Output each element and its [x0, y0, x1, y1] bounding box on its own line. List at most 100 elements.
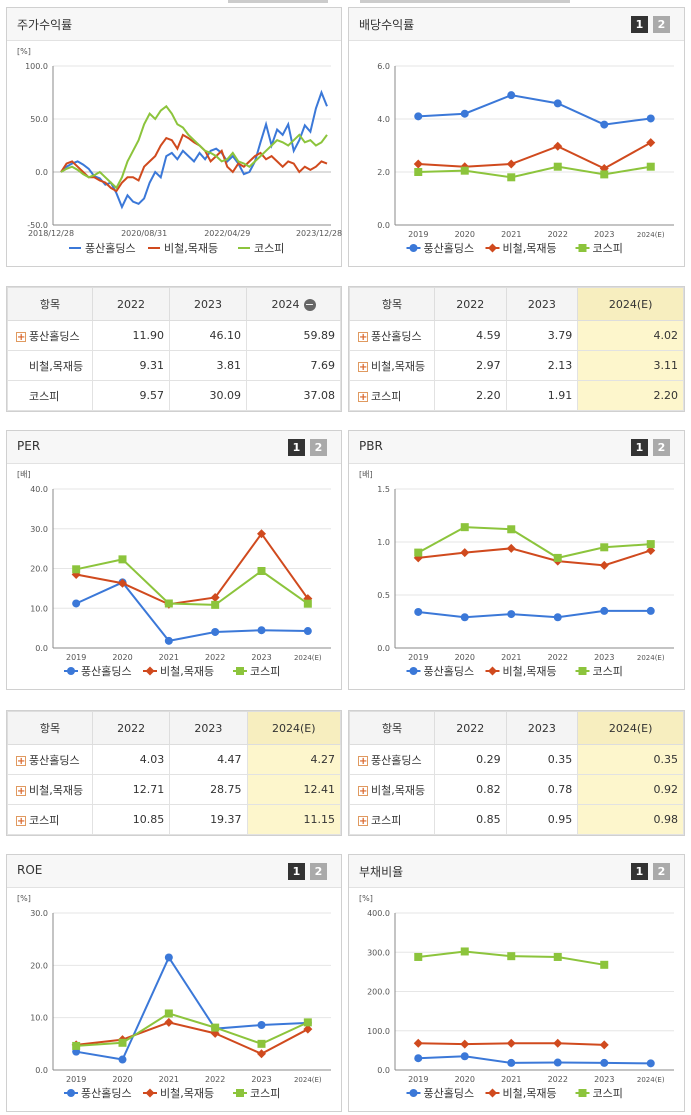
data-point — [553, 1038, 563, 1048]
data-point — [460, 1039, 470, 1049]
expand-icon[interactable]: + — [16, 785, 26, 797]
page-1-button[interactable]: 1 — [631, 863, 648, 880]
table-return: 항목 2022 2023 2024− + 풍산홀딩스 11.90 46.10 59.89 비철,목… — [6, 286, 342, 412]
data-point — [600, 543, 609, 552]
panel-title: PBR — [359, 439, 383, 453]
table-cell: 3.11 — [577, 350, 684, 381]
data-point — [506, 159, 516, 169]
column-header: 항목 — [7, 711, 93, 745]
legend-label: 코스피 — [593, 1087, 623, 1100]
column-header: 항목 — [7, 287, 93, 321]
legend-label: 비철,목재등 — [160, 665, 214, 678]
table-cell: 11.90 — [92, 320, 170, 351]
expand-icon[interactable]: + — [358, 815, 368, 827]
data-point — [506, 543, 516, 553]
page-1-button[interactable]: 1 — [631, 439, 648, 456]
data-point — [553, 1058, 562, 1067]
data-point — [646, 545, 656, 555]
y-tick-label: 40.0 — [30, 485, 48, 494]
series-line-1 — [76, 1021, 309, 1055]
unit-label: [%] — [359, 894, 373, 903]
series-line-0 — [418, 94, 651, 126]
expand-icon[interactable]: + — [16, 331, 26, 343]
legend-marker — [578, 667, 587, 675]
expand-icon[interactable]: + — [358, 331, 368, 343]
data-point — [553, 99, 562, 108]
y-tick-label: 400.0 — [367, 909, 390, 918]
x-tick-label: 2019 — [66, 1075, 86, 1084]
y-tick-label: 4.0 — [377, 115, 390, 124]
legend-marker — [488, 1088, 497, 1098]
table-cell: 59.89 — [246, 320, 341, 351]
expand-icon[interactable]: + — [358, 785, 368, 797]
y-tick-label: 1.0 — [377, 538, 390, 547]
page-1-button[interactable]: 1 — [631, 16, 648, 33]
data-point — [257, 1049, 266, 1059]
page-2-button[interactable]: 2 — [653, 439, 670, 456]
page-1-button[interactable]: 1 — [288, 439, 305, 456]
series-line-2 — [75, 558, 309, 606]
table-cell: 9.57 — [92, 380, 170, 411]
expand-icon[interactable]: + — [358, 391, 368, 403]
table-cell: 0.95 — [505, 804, 579, 835]
column-header: 2023 — [169, 287, 247, 321]
data-point — [506, 1038, 516, 1048]
page-1-button[interactable]: 1 — [288, 863, 305, 880]
series-line-0 — [75, 955, 308, 1061]
data-point — [600, 1058, 609, 1067]
column-header: 2024− — [246, 287, 341, 321]
table-cell: 2.20 — [577, 380, 684, 411]
legend-marker — [409, 244, 418, 252]
expand-icon[interactable]: + — [358, 755, 368, 767]
series-line-0 — [418, 609, 651, 619]
page-2-button[interactable]: 2 — [310, 863, 327, 880]
y-tick-label: 1.5 — [377, 485, 390, 494]
page-2-button[interactable]: 2 — [310, 439, 327, 456]
x-tick-label: 2021 — [159, 653, 179, 662]
series-line-2 — [417, 526, 651, 559]
table-cell: 46.10 — [169, 320, 247, 351]
x-tick-label: 2024(E) — [637, 231, 665, 239]
y-tick-label: 30.0 — [30, 525, 48, 534]
data-point — [303, 599, 312, 608]
collapse-icon[interactable]: − — [303, 297, 316, 311]
y-tick-label: 0.0 — [377, 221, 390, 230]
y-tick-label: 0.5 — [377, 591, 390, 600]
x-tick-label: 2020 — [112, 1075, 132, 1084]
data-point — [257, 1039, 266, 1048]
chart-dividend: 6.0 4.0 2.0 0.0 2019 2020 2021 2022 2023 2024(E) 풍… — [377, 62, 674, 255]
data-point — [164, 1009, 173, 1018]
expand-icon[interactable]: + — [16, 815, 26, 827]
expand-icon[interactable]: + — [16, 755, 26, 767]
data-point — [646, 114, 655, 123]
page-2-button[interactable]: 2 — [653, 16, 670, 33]
data-point — [507, 525, 516, 534]
x-tick-label: 2020/08/31 — [121, 229, 167, 238]
table-cell: 28.75 — [169, 774, 248, 805]
data-point — [646, 138, 656, 148]
data-point — [553, 553, 562, 562]
data-point — [257, 626, 266, 635]
page-2-button[interactable]: 2 — [653, 863, 670, 880]
table-cell: 4.27 — [246, 744, 342, 775]
data-point — [211, 1023, 220, 1032]
x-tick-label: 2022 — [548, 230, 568, 239]
data-point — [164, 953, 173, 962]
y-tick-label: 10.0 — [30, 604, 48, 613]
legend-label: 풍산홀딩스 — [81, 1087, 132, 1100]
data-point — [600, 606, 609, 615]
table-cell: 0.35 — [577, 744, 684, 775]
data-point — [507, 610, 516, 619]
y-tick-label: 50.0 — [30, 115, 48, 124]
row-label: + 코스피 — [7, 804, 93, 835]
data-point — [72, 1041, 81, 1050]
row-label: + 풍산홀딩스 — [7, 744, 93, 775]
table-cell: 3.81 — [169, 350, 247, 381]
legend-label: 풍산홀딩스 — [85, 242, 136, 255]
table-dividend: 항목 2022 2023 2024(E) + 풍산홀딩스 4.59 3.79 4.02 + 비철,목… — [348, 286, 685, 412]
expand-icon[interactable]: + — [358, 361, 368, 373]
data-point — [600, 120, 609, 129]
y-tick-label: 0.0 — [35, 1066, 48, 1075]
